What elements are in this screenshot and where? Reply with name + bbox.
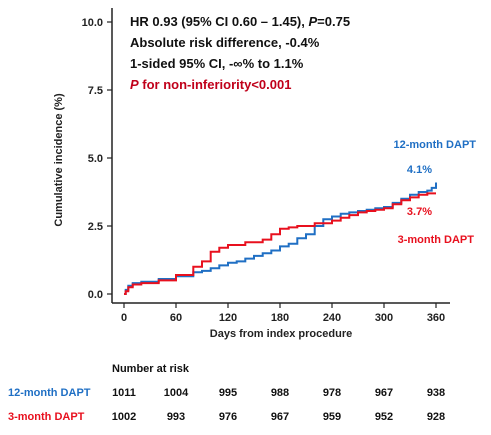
series-label-3-month: 3-month DAPT <box>398 234 475 246</box>
noninferiority-text: for non-inferiority<0.001 <box>139 77 292 92</box>
x-tick-label: 0 <box>121 312 127 324</box>
risk-table-cell: 988 <box>271 387 289 399</box>
x-ticks: 0 60 120 180 240 300 360 <box>121 303 445 324</box>
one-sided-ci-annotation: 1-sided 95% CI, -∞% to 1.1% <box>130 56 304 71</box>
hazard-ratio-p-label: P <box>308 14 317 29</box>
risk-table-header: Number at risk <box>112 363 190 375</box>
risk-table-cell: 1004 <box>164 387 189 399</box>
risk-table-cell: 1002 <box>112 411 136 423</box>
risk-row-label-12-month: 12-month DAPT <box>8 387 91 399</box>
end-value-3-month: 3.7% <box>407 206 432 218</box>
noninferiority-p-label: P <box>130 77 139 92</box>
x-tick-label: 300 <box>375 312 393 324</box>
risk-table-cell: 938 <box>427 387 445 399</box>
series-line-3-month <box>124 192 436 295</box>
absolute-risk-annotation: Absolute risk difference, -0.4% <box>130 35 320 50</box>
x-tick-label: 60 <box>170 312 182 324</box>
hazard-ratio-text: HR 0.93 (95% CI 0.60 – 1.45), <box>130 14 308 29</box>
x-tick-label: 120 <box>219 312 237 324</box>
x-tick-label: 360 <box>427 312 445 324</box>
risk-row-label-3-month: 3-month DAPT <box>8 411 85 423</box>
hazard-ratio-annotation: HR 0.93 (95% CI 0.60 – 1.45), P=0.75 <box>130 14 350 29</box>
risk-table-cell: 928 <box>427 411 445 423</box>
series-label-12-month: 12-month DAPT <box>394 139 477 151</box>
risk-table-cell: 993 <box>167 411 185 423</box>
y-axis-title: Cumulative incidence (%) <box>53 93 65 227</box>
x-tick-label: 180 <box>271 312 289 324</box>
risk-table-cell: 978 <box>323 387 341 399</box>
y-tick-label: 7.5 <box>88 85 103 97</box>
hazard-ratio-p-value: =0.75 <box>317 14 350 29</box>
end-value-12-month: 4.1% <box>407 164 432 176</box>
risk-table-cell: 995 <box>219 387 237 399</box>
y-tick-label: 5.0 <box>88 153 103 165</box>
noninferiority-annotation: P for non-inferiority<0.001 <box>130 77 291 92</box>
risk-table-cell: 959 <box>323 411 341 423</box>
risk-table-cell: 952 <box>375 411 393 423</box>
risk-table-cell: 1011 <box>112 387 136 399</box>
y-tick-label: 2.5 <box>88 221 103 233</box>
y-ticks: 0.0 2.5 5.0 7.5 10.0 <box>82 17 112 301</box>
risk-table-cells: 1011 1004 995 988 978 967 938 1002 993 976 967 959 9… <box>112 387 445 423</box>
series-line-12-month <box>124 182 437 295</box>
y-tick-label: 10.0 <box>82 17 103 29</box>
x-axis-title: Days from index procedure <box>210 328 352 340</box>
series-lines <box>124 182 437 295</box>
x-tick-label: 240 <box>323 312 341 324</box>
y-tick-label: 0.0 <box>88 289 103 301</box>
risk-table-cell: 976 <box>219 411 237 423</box>
risk-table-cell: 967 <box>271 411 289 423</box>
risk-table-cell: 967 <box>375 387 393 399</box>
